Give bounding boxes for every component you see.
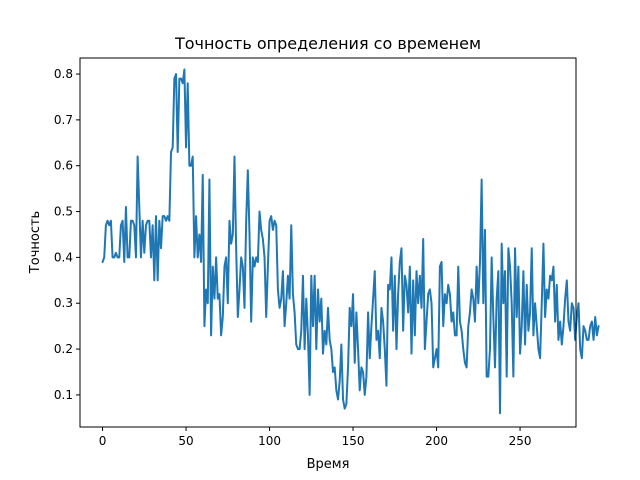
y-tick-label: 0.8 (54, 67, 73, 81)
x-tick-label: 0 (99, 434, 107, 448)
y-axis-label: Точность (28, 211, 43, 274)
y-tick-label: 0.1 (54, 388, 73, 402)
y-tick-label: 0.3 (54, 296, 73, 310)
y-tick-label: 0.5 (54, 205, 73, 219)
y-tick-label: 0.4 (54, 250, 73, 264)
y-tick-label: 0.2 (54, 342, 73, 356)
x-tick-label: 250 (509, 434, 532, 448)
plot-frame (79, 57, 577, 428)
chart-title: Точность определения со временем (174, 34, 481, 53)
y-tick-label: 0.6 (54, 159, 73, 173)
axis-ticks: 0 50 100 150 200 250 0.1 0.2 0.3 0.4 0.5 0.6 0.7 0.8 (54, 67, 532, 448)
series-line (101, 68, 600, 415)
series-layer (101, 68, 600, 415)
x-tick-label: 200 (425, 434, 448, 448)
x-tick-label: 100 (258, 434, 281, 448)
y-tick-label: 0.7 (54, 113, 73, 127)
x-tick-label: 50 (178, 434, 193, 448)
x-tick-label: 150 (342, 434, 365, 448)
x-axis-label: Время (307, 457, 350, 472)
